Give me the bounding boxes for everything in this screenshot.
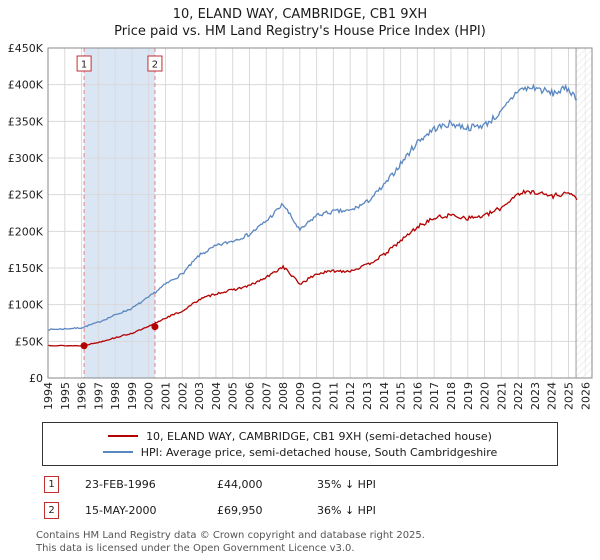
x-axis-tick-label: 1999 xyxy=(126,382,139,410)
x-axis-tick-label: 2014 xyxy=(378,382,391,410)
x-axis-tick-label: 2009 xyxy=(294,382,307,410)
sale-price: £44,000 xyxy=(217,478,263,491)
legend-row-property: 10, ELAND WAY, CAMBRIDGE, CB1 9XH (semi-… xyxy=(47,428,553,444)
sale-number-badge: 1 xyxy=(44,476,59,493)
y-axis-tick-label: £200K xyxy=(8,225,44,238)
y-axis-tick-label: £400K xyxy=(8,79,44,92)
plot-border xyxy=(47,47,593,379)
x-axis-tick-label: 2011 xyxy=(327,382,340,410)
x-axis-tick-label: 2024 xyxy=(546,382,559,410)
x-axis-tick-label: 2016 xyxy=(411,382,424,410)
sale-point xyxy=(80,342,88,350)
price-history-chart: 1 2 £0 £50K £100K £150K £200K £250K £300K £350K £4… xyxy=(8,42,593,410)
x-axis-tick-label: 1996 xyxy=(76,382,89,410)
transaction-row: 1 23-FEB-1996 £44,000 35% ↓ HPI xyxy=(44,476,600,493)
legend-label-property: 10, ELAND WAY, CAMBRIDGE, CB1 9XH (semi-… xyxy=(146,429,492,443)
y-axis-tick-label: £250K xyxy=(8,189,44,202)
svg-text:2: 2 xyxy=(152,60,158,71)
footer-line-1: Contains HM Land Registry data © Crown c… xyxy=(36,530,425,541)
x-axis-tick-label: 1995 xyxy=(59,382,72,410)
y-axis-tick-label: £150K xyxy=(8,262,44,275)
x-axis-tick-label: 2020 xyxy=(479,382,492,410)
x-axis-tick-label: 2003 xyxy=(193,382,206,410)
x-axis-tick-label: 2010 xyxy=(311,382,324,410)
x-axis-tick-label: 2021 xyxy=(495,382,508,410)
page-title: 10, ELAND WAY, CAMBRIDGE, CB1 9XH xyxy=(172,7,428,22)
hpi-line-sample xyxy=(102,451,133,453)
svg-text:1: 1 xyxy=(81,60,87,71)
footer-line-2: This data is licensed under the Open Gov… xyxy=(36,543,355,554)
sale-price: £69,950 xyxy=(217,504,263,517)
x-axis-tick-label: 2000 xyxy=(143,382,156,410)
x-axis-tick-label: 2012 xyxy=(344,382,357,410)
y-axis-tick-label: £50K xyxy=(15,335,44,348)
y-axis-tick-label: £450K xyxy=(8,42,44,55)
sale-vs-hpi: 35% ↓ HPI xyxy=(317,478,376,491)
x-axis-tick-label: 2023 xyxy=(529,382,542,410)
x-axis-tick-label: 1998 xyxy=(109,382,122,410)
x-axis-tick-label: 2007 xyxy=(260,382,273,410)
hpi-line xyxy=(47,83,578,331)
future-hatched-region xyxy=(576,48,592,378)
y-axis-tick-label: £350K xyxy=(8,115,44,128)
transactions-list: 1 23-FEB-1996 £44,000 35% ↓ HPI 2 15-MAY… xyxy=(44,476,600,519)
x-axis-tick-label: 2025 xyxy=(562,382,575,410)
x-axis-tick-label: 2022 xyxy=(512,382,525,410)
sale-date: 15-MAY-2000 xyxy=(85,504,157,517)
x-axis-tick-label: 2013 xyxy=(361,382,374,410)
x-axis-tick-label: 1994 xyxy=(42,382,55,410)
page-subtitle: Price paid vs. HM Land Registry's House … xyxy=(114,24,486,39)
y-axis-tick-label: £300K xyxy=(8,152,44,165)
chart-legend: 10, ELAND WAY, CAMBRIDGE, CB1 9XH (semi-… xyxy=(42,422,558,466)
legend-row-hpi: HPI: Average price, semi-detached house,… xyxy=(47,444,553,460)
y-axis-tick-label: £0 xyxy=(29,372,43,385)
property-line-sample xyxy=(108,435,139,437)
legend-label-hpi: HPI: Average price, semi-detached house,… xyxy=(140,445,498,459)
sale-date: 23-FEB-1996 xyxy=(85,478,156,491)
x-axis-tick-label: 2018 xyxy=(445,382,458,410)
x-axis-tick-label: 2026 xyxy=(579,382,592,410)
x-axis-tick-label: 2015 xyxy=(395,382,408,410)
sale-number-badge: 2 xyxy=(44,502,59,519)
sale-vs-hpi: 36% ↓ HPI xyxy=(317,504,376,517)
x-axis-tick-label: 2006 xyxy=(243,382,256,410)
chart-header: 10, ELAND WAY, CAMBRIDGE, CB1 9XH Price … xyxy=(0,0,600,40)
x-axis-tick-label: 2001 xyxy=(160,382,173,410)
x-axis-tick-label: 2017 xyxy=(428,382,441,410)
sale-point xyxy=(151,323,159,331)
x-axis-tick-label: 2002 xyxy=(176,382,189,410)
license-footer: Contains HM Land Registry data © Crown c… xyxy=(36,529,600,555)
property-price-line xyxy=(47,188,578,347)
sale-number-box xyxy=(147,55,163,72)
x-axis-tick-label: 2019 xyxy=(462,382,475,410)
sale-number-box xyxy=(76,55,92,72)
x-axis-tick-label: 1997 xyxy=(92,382,105,410)
x-axis-tick-label: 2005 xyxy=(227,382,240,410)
x-axis-tick-label: 2004 xyxy=(210,382,223,410)
x-axis-tick-label: 2008 xyxy=(277,382,290,410)
y-axis-tick-label: £100K xyxy=(8,299,44,312)
transaction-row: 2 15-MAY-2000 £69,950 36% ↓ HPI xyxy=(44,502,600,519)
